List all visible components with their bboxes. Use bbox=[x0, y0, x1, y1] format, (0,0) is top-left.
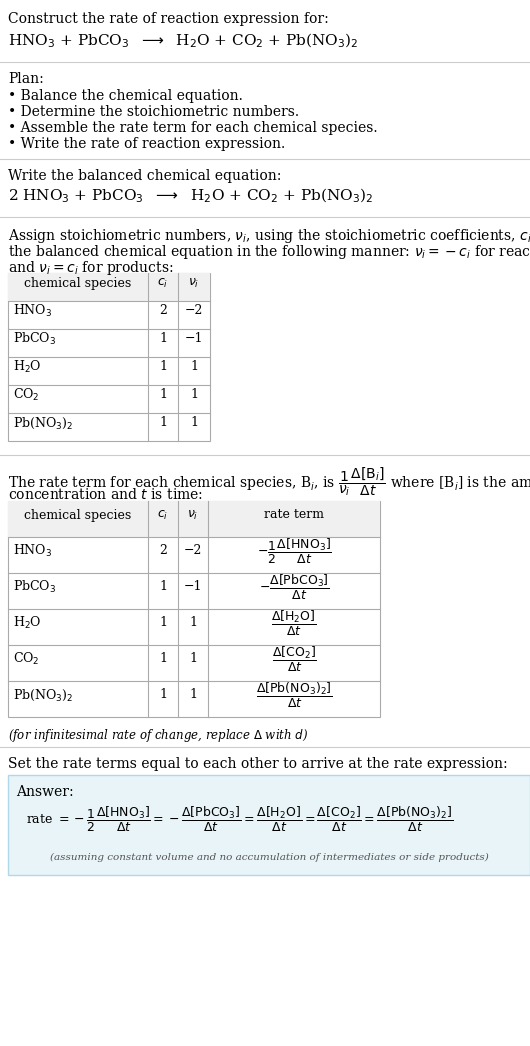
Text: 1: 1 bbox=[190, 361, 198, 373]
Text: Pb(NO$_3$)$_2$: Pb(NO$_3$)$_2$ bbox=[13, 415, 73, 431]
Text: 1: 1 bbox=[159, 688, 167, 702]
Text: $c_i$: $c_i$ bbox=[157, 508, 169, 522]
Text: 1: 1 bbox=[159, 361, 167, 373]
Text: rate $= -\dfrac{1}{2}\dfrac{\Delta[\mathrm{HNO_3}]}{\Delta t} = -\dfrac{\Delta[\: rate $= -\dfrac{1}{2}\dfrac{\Delta[\math… bbox=[26, 804, 454, 834]
Text: 1: 1 bbox=[159, 388, 167, 402]
Text: • Determine the stoichiometric numbers.: • Determine the stoichiometric numbers. bbox=[8, 105, 299, 119]
Text: Assign stoichiometric numbers, $\nu_i$, using the stoichiometric coefficients, $: Assign stoichiometric numbers, $\nu_i$, … bbox=[8, 227, 530, 245]
Text: and $\nu_i = c_i$ for products:: and $\nu_i = c_i$ for products: bbox=[8, 259, 173, 277]
Text: $\nu_i$: $\nu_i$ bbox=[188, 276, 200, 290]
Text: −2: −2 bbox=[185, 304, 203, 318]
Bar bbox=[8, 501, 380, 537]
Text: 1: 1 bbox=[190, 416, 198, 430]
Text: −1: −1 bbox=[184, 581, 202, 593]
Text: 1: 1 bbox=[190, 388, 198, 402]
Text: PbCO$_3$: PbCO$_3$ bbox=[13, 578, 56, 595]
Text: $\dfrac{\Delta[\mathrm{H_2O}]}{\Delta t}$: $\dfrac{\Delta[\mathrm{H_2O}]}{\Delta t}… bbox=[271, 609, 317, 637]
Bar bbox=[8, 501, 380, 717]
Text: 1: 1 bbox=[159, 333, 167, 345]
Text: CO$_2$: CO$_2$ bbox=[13, 387, 40, 403]
Text: $-\dfrac{1}{2}\dfrac{\Delta[\mathrm{HNO_3}]}{\Delta t}$: $-\dfrac{1}{2}\dfrac{\Delta[\mathrm{HNO_… bbox=[257, 537, 331, 566]
Text: Set the rate terms equal to each other to arrive at the rate expression:: Set the rate terms equal to each other t… bbox=[8, 757, 508, 771]
Text: 1: 1 bbox=[159, 416, 167, 430]
Text: Pb(NO$_3$)$_2$: Pb(NO$_3$)$_2$ bbox=[13, 687, 73, 703]
Text: HNO$_3$: HNO$_3$ bbox=[13, 303, 52, 319]
Text: • Balance the chemical equation.: • Balance the chemical equation. bbox=[8, 89, 243, 103]
Text: Plan:: Plan: bbox=[8, 72, 44, 86]
Text: Construct the rate of reaction expression for:: Construct the rate of reaction expressio… bbox=[8, 12, 329, 26]
Text: H$_2$O: H$_2$O bbox=[13, 615, 41, 631]
Text: 1: 1 bbox=[159, 653, 167, 665]
Text: rate term: rate term bbox=[264, 508, 324, 522]
Text: 1: 1 bbox=[189, 616, 197, 630]
Text: −2: −2 bbox=[184, 545, 202, 558]
Text: (for infinitesimal rate of change, replace $\Delta$ with $d$): (for infinitesimal rate of change, repla… bbox=[8, 727, 308, 744]
Text: the balanced chemical equation in the following manner: $\nu_i = -c_i$ for react: the balanced chemical equation in the fo… bbox=[8, 243, 530, 262]
Text: PbCO$_3$: PbCO$_3$ bbox=[13, 331, 56, 347]
Text: chemical species: chemical species bbox=[24, 508, 131, 522]
Text: 2: 2 bbox=[159, 304, 167, 318]
Text: 1: 1 bbox=[189, 688, 197, 702]
Text: $\nu_i$: $\nu_i$ bbox=[187, 508, 199, 522]
Text: $c_i$: $c_i$ bbox=[157, 276, 169, 290]
Text: $-\dfrac{\Delta[\mathrm{PbCO_3}]}{\Delta t}$: $-\dfrac{\Delta[\mathrm{PbCO_3}]}{\Delta… bbox=[259, 572, 330, 601]
Text: 2 HNO$_3$ + PbCO$_3$  $\longrightarrow$  H$_2$O + CO$_2$ + Pb(NO$_3$)$_2$: 2 HNO$_3$ + PbCO$_3$ $\longrightarrow$ H… bbox=[8, 187, 373, 205]
Text: HNO$_3$ + PbCO$_3$  $\longrightarrow$  H$_2$O + CO$_2$ + Pb(NO$_3$)$_2$: HNO$_3$ + PbCO$_3$ $\longrightarrow$ H$_… bbox=[8, 32, 358, 50]
Text: 1: 1 bbox=[159, 616, 167, 630]
Text: HNO$_3$: HNO$_3$ bbox=[13, 543, 52, 559]
Text: (assuming constant volume and no accumulation of intermediates or side products): (assuming constant volume and no accumul… bbox=[50, 852, 488, 862]
Text: 2: 2 bbox=[159, 545, 167, 558]
Bar bbox=[8, 273, 210, 301]
Text: • Write the rate of reaction expression.: • Write the rate of reaction expression. bbox=[8, 137, 285, 151]
Text: concentration and $t$ is time:: concentration and $t$ is time: bbox=[8, 487, 203, 502]
Text: • Assemble the rate term for each chemical species.: • Assemble the rate term for each chemic… bbox=[8, 121, 377, 135]
Text: H$_2$O: H$_2$O bbox=[13, 359, 41, 376]
Text: 1: 1 bbox=[189, 653, 197, 665]
Text: 1: 1 bbox=[159, 581, 167, 593]
Text: Write the balanced chemical equation:: Write the balanced chemical equation: bbox=[8, 169, 281, 183]
Text: $\dfrac{\Delta[\mathrm{CO_2}]}{\Delta t}$: $\dfrac{\Delta[\mathrm{CO_2}]}{\Delta t}… bbox=[271, 644, 316, 674]
Text: chemical species: chemical species bbox=[24, 276, 131, 290]
Text: $\dfrac{\Delta[\mathrm{Pb(NO_3)_2}]}{\Delta t}$: $\dfrac{\Delta[\mathrm{Pb(NO_3)_2}]}{\De… bbox=[255, 681, 332, 709]
FancyBboxPatch shape bbox=[8, 775, 530, 876]
Text: CO$_2$: CO$_2$ bbox=[13, 651, 40, 667]
Text: Answer:: Answer: bbox=[16, 784, 74, 799]
Text: −1: −1 bbox=[185, 333, 203, 345]
Text: The rate term for each chemical species, B$_i$, is $\dfrac{1}{\nu_i}\dfrac{\Delt: The rate term for each chemical species,… bbox=[8, 465, 530, 498]
Bar bbox=[8, 273, 210, 441]
